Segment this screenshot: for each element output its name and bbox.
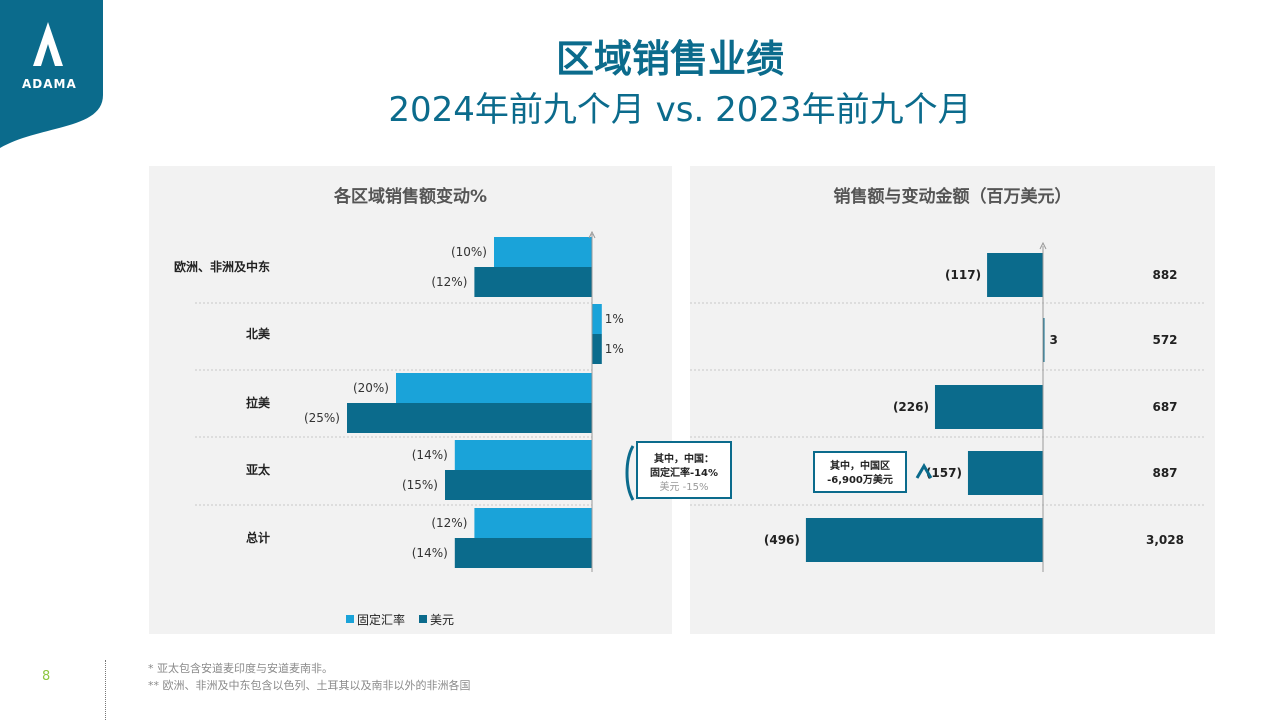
left-bar bbox=[592, 304, 602, 334]
page-title: 区域销售业绩 bbox=[555, 37, 784, 81]
china-region-annotation-line1: 其中，中国区 bbox=[830, 459, 890, 472]
footnote-2: ** 欧洲、非洲及中东包含以色列、土耳其以及南非以外的非洲各国 bbox=[148, 679, 471, 692]
china-region-bracket bbox=[915, 463, 933, 479]
logo: ADAMA bbox=[0, 0, 140, 150]
right-data-label: (157) bbox=[926, 466, 962, 480]
logo-icon bbox=[0, 0, 103, 148]
right-data-label: (496) bbox=[764, 533, 800, 547]
left-data-label: (14%) bbox=[412, 448, 448, 462]
right-chart-title: 销售额与变动金额（百万美元） bbox=[833, 187, 1072, 207]
left-bar bbox=[454, 440, 592, 470]
left-bar bbox=[474, 267, 592, 297]
left-data-label: (14%) bbox=[412, 546, 448, 560]
china-region-annotation-box bbox=[813, 451, 907, 493]
footer-divider bbox=[105, 660, 106, 720]
left-bar bbox=[347, 403, 592, 433]
left-chart-title: 各区域销售额变动% bbox=[333, 187, 488, 207]
left-axis-arrow bbox=[588, 230, 596, 239]
left-bar bbox=[474, 508, 592, 538]
china-annotation-line2: 固定汇率-14% bbox=[650, 466, 718, 479]
right-sales-value: 3,028 bbox=[1146, 533, 1184, 547]
left-data-label: 1% bbox=[605, 312, 624, 326]
left-bar bbox=[494, 237, 592, 267]
left-bar bbox=[445, 470, 592, 500]
right-sales-value: 687 bbox=[1152, 400, 1177, 414]
page-subtitle: 2024年前九个月 vs. 2023年前九个月 bbox=[388, 90, 972, 130]
left-category-label: 北美 bbox=[246, 326, 271, 341]
legend-label-fixed-fx: 固定汇率 bbox=[357, 612, 405, 627]
left-category-label: 欧洲、非洲及中东 bbox=[174, 259, 270, 274]
left-category-label: 拉美 bbox=[246, 395, 271, 410]
china-annotation-line3: 美元 -15% bbox=[659, 480, 708, 493]
china-region-annotation-line2: -6,900万美元 bbox=[827, 473, 893, 486]
left-data-label: (12%) bbox=[431, 516, 467, 530]
right-bar bbox=[987, 253, 1043, 297]
page-number: 8 bbox=[42, 669, 51, 684]
left-category-label: 总计 bbox=[246, 530, 270, 545]
right-data-label: (226) bbox=[893, 400, 929, 414]
right-data-label: 3 bbox=[1050, 333, 1058, 347]
left-bar bbox=[592, 334, 602, 364]
right-sales-value: 572 bbox=[1152, 333, 1177, 347]
right-sales-value: 887 bbox=[1152, 466, 1177, 480]
left-data-label: (12%) bbox=[431, 275, 467, 289]
right-axis-arrow bbox=[1039, 241, 1047, 250]
right-bar bbox=[967, 451, 1043, 495]
right-sales-value: 882 bbox=[1152, 268, 1177, 282]
china-annotation-line1: 其中，中国： bbox=[654, 452, 714, 465]
right-bar bbox=[1043, 318, 1045, 362]
left-data-label: (10%) bbox=[451, 245, 487, 259]
legend-label-usd: 美元 bbox=[430, 613, 454, 627]
right-bar bbox=[805, 518, 1043, 562]
legend-swatch-usd bbox=[419, 615, 427, 623]
footnote-1: * 亚太包含安道麦印度与安道麦南非。 bbox=[148, 662, 333, 675]
left-bar bbox=[454, 538, 592, 568]
left-category-label: 亚太 bbox=[246, 462, 271, 477]
logo-text: ADAMA bbox=[22, 77, 77, 91]
left-bar bbox=[396, 373, 592, 403]
right-bar bbox=[934, 385, 1043, 429]
left-data-label: 1% bbox=[605, 342, 624, 356]
left-data-label: (25%) bbox=[304, 411, 340, 425]
left-data-label: (15%) bbox=[402, 478, 438, 492]
right-data-label: (117) bbox=[945, 268, 981, 282]
china-bracket bbox=[625, 445, 635, 501]
china-annotation-box bbox=[636, 441, 732, 499]
left-data-label: (20%) bbox=[353, 381, 389, 395]
legend-swatch-fixed-fx bbox=[346, 615, 354, 623]
